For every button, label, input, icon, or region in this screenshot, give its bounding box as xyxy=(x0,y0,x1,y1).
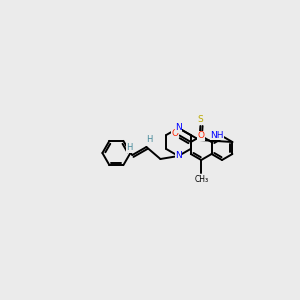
Text: NH: NH xyxy=(210,130,224,140)
Text: H: H xyxy=(146,136,153,145)
Text: H: H xyxy=(126,143,133,152)
Text: O: O xyxy=(198,131,205,140)
Text: N: N xyxy=(175,152,182,160)
Text: O: O xyxy=(172,128,179,137)
Text: CH₃: CH₃ xyxy=(194,176,208,184)
Text: S: S xyxy=(197,115,203,124)
Text: N: N xyxy=(175,124,182,133)
